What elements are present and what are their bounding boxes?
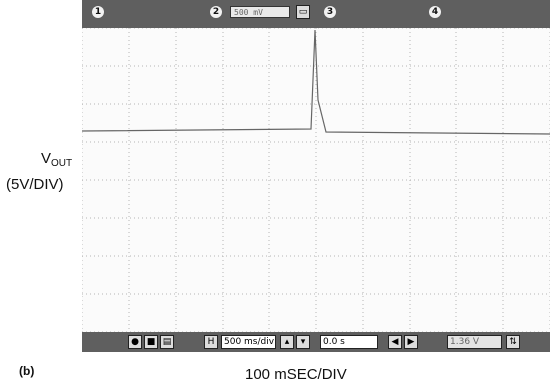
channel-scale-field[interactable]: 500 mV [230, 6, 290, 18]
channel-3-indicator[interactable]: 3 [324, 6, 336, 18]
save-icon[interactable]: ▤ [160, 335, 174, 349]
trigger-adjust-icon[interactable]: ⇅ [506, 335, 520, 349]
run-icon[interactable]: ● [128, 335, 142, 349]
panel-id-label: (b) [19, 364, 35, 378]
y-axis-label: VOUT [41, 150, 73, 169]
step-up-icon[interactable]: ▴ [280, 335, 294, 349]
step-down-icon[interactable]: ▾ [296, 335, 310, 349]
channel-4-indicator[interactable]: 4 [429, 6, 441, 18]
toggle-icon[interactable]: ▭ [296, 5, 310, 19]
channel-1-indicator[interactable]: 1 [92, 6, 104, 18]
stop-icon[interactable]: ■ [144, 335, 158, 349]
trigger-level-field[interactable]: 1.36 V [447, 335, 502, 349]
left-arrow-icon[interactable]: ◀ [388, 335, 402, 349]
bottom-toolbar: ● ■ ▤ H 500 ms/div ▴ ▾ 0.0 s ◀ ▶ 1.36 V … [82, 332, 550, 352]
oscilloscope-screenshot: 1 2 500 mV ▭ 3 4 [82, 0, 550, 352]
channel-2-indicator[interactable]: 2 [210, 6, 222, 18]
vout-trace [82, 29, 550, 135]
horizontal-icon[interactable]: H [204, 335, 218, 349]
right-arrow-icon[interactable]: ▶ [404, 335, 418, 349]
x-scale-label: 100 mSEC/DIV [245, 366, 347, 383]
y-scale-label: (5V/DIV) [6, 176, 64, 193]
top-toolbar: 1 2 500 mV ▭ 3 4 [82, 0, 550, 28]
position-field[interactable]: 0.0 s [320, 335, 378, 349]
waveform-display [82, 28, 550, 332]
timebase-field[interactable]: 500 ms/div [221, 335, 276, 349]
